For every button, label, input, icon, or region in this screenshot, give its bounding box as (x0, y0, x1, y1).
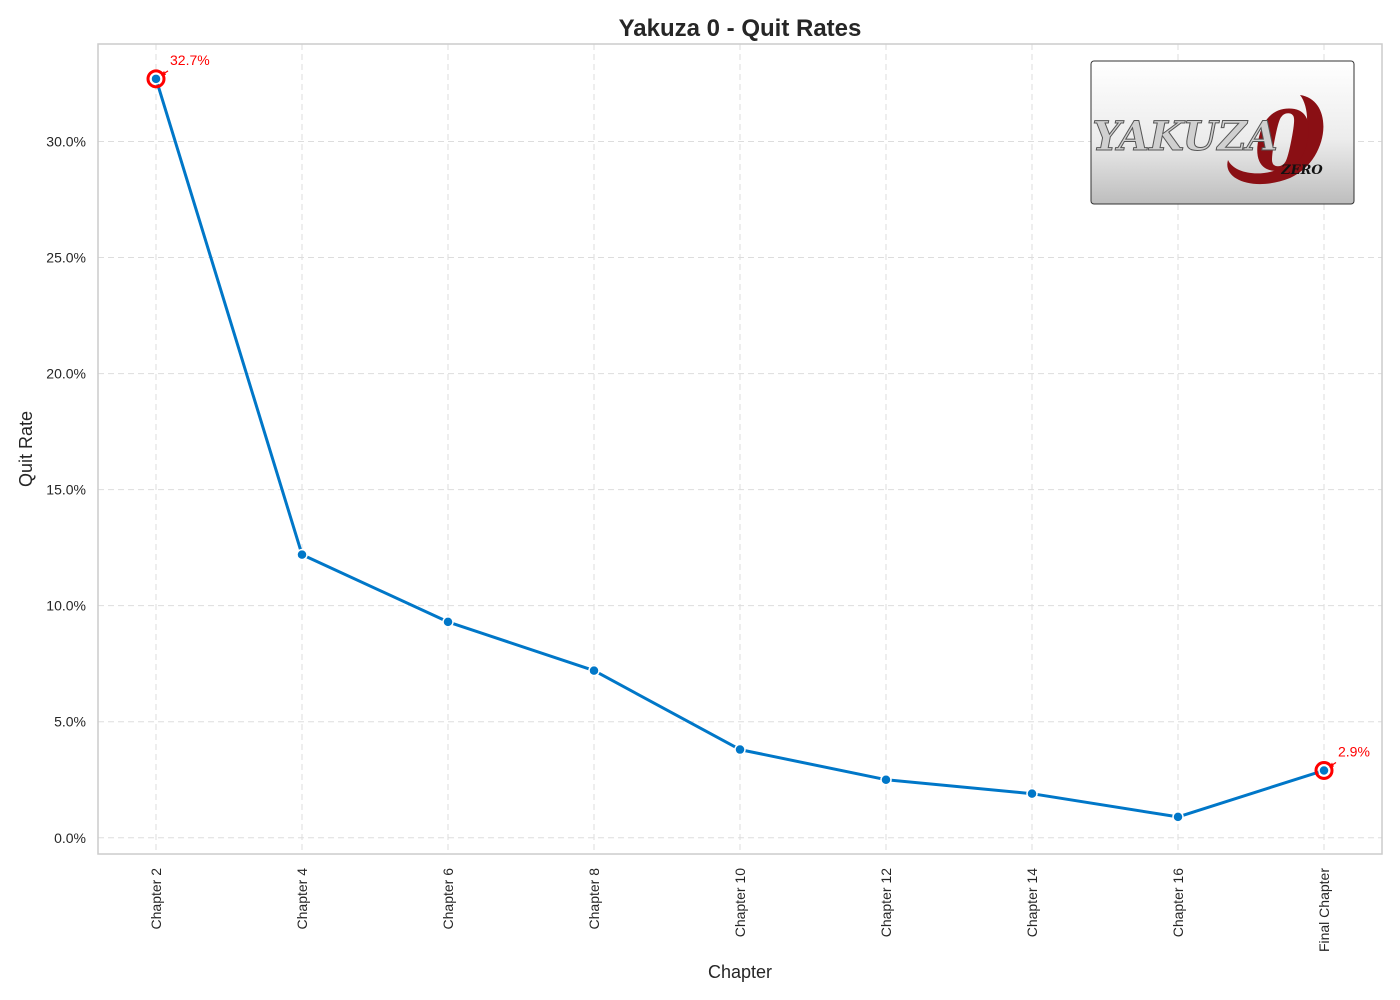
x-tick-label: Chapter 10 (732, 868, 748, 937)
y-tick-label: 0.0% (54, 830, 86, 846)
x-tick-label: Chapter 4 (294, 868, 310, 930)
logo-title: YAKUZA (1092, 113, 1278, 160)
logo-subtitle: ZERO (1280, 163, 1323, 178)
annotation-arrowhead (1329, 762, 1334, 768)
chart-title: Yakuza 0 - Quit Rates (619, 15, 862, 42)
data-point (880, 773, 892, 786)
x-tick-label: Chapter 8 (586, 868, 602, 930)
y-axis-label: Quit Rate (16, 411, 36, 487)
y-tick-label: 15.0% (46, 482, 86, 498)
yakuza-zero-logo: 0 YAKUZA ZERO (1090, 60, 1355, 205)
data-point (588, 664, 600, 677)
annotation-label: 2.9% (1338, 743, 1370, 759)
y-tick-label: 5.0% (54, 714, 86, 730)
highlight-ring (1314, 760, 1334, 780)
x-tick-label: Chapter 2 (148, 868, 164, 930)
data-point (1026, 787, 1038, 800)
plot-area-frame (97, 43, 1383, 855)
data-points (150, 73, 1330, 823)
y-tick-label: 10.0% (46, 598, 86, 614)
x-tick-label: Final Chapter (1316, 868, 1332, 952)
x-axis-label: Chapter (708, 962, 772, 982)
grid (98, 44, 1382, 854)
data-point (1318, 764, 1330, 777)
x-tick-label: Chapter 16 (1170, 868, 1186, 937)
x-axis-ticks: Chapter 2 Chapter 4 Chapter 6 Chapter 8 Chap… (148, 868, 1332, 952)
y-tick-label: 25.0% (46, 250, 86, 266)
x-tick-label: Chapter 14 (1024, 868, 1040, 937)
logo-swoosh-icon (1227, 95, 1324, 185)
logo-numeral: 0 (1254, 94, 1311, 190)
y-tick-label: 30.0% (46, 133, 86, 149)
x-tick-label: Chapter 12 (878, 868, 894, 937)
data-point (1172, 811, 1184, 823)
x-tick-label: Chapter 6 (440, 868, 456, 930)
y-axis-ticks: 0.0% 5.0% 10.0% 15.0% 20.0% 25.0% 30.0% (46, 133, 86, 845)
data-point (150, 73, 162, 85)
highlight-ring (146, 69, 166, 89)
data-point (296, 548, 308, 561)
data-point (442, 616, 454, 628)
annotation-arrowhead (161, 70, 166, 76)
annotation-label: 32.7% (170, 52, 210, 68)
y-tick-label: 20.0% (46, 366, 86, 382)
annotations: 32.7% 2.9% (146, 52, 1370, 780)
data-point (734, 743, 746, 756)
